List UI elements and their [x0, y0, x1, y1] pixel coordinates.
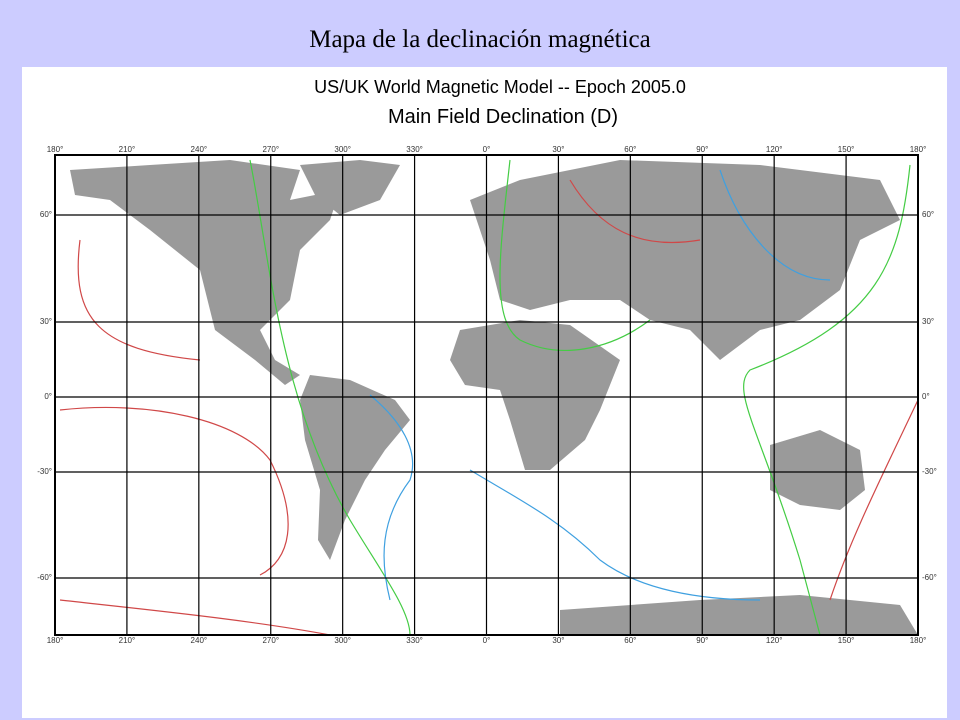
graticule: 180° 180° 210° 210° 240° 240° 270° 270° 300° 300°… — [37, 145, 937, 645]
longitude-label: 150° — [838, 145, 855, 154]
longitude-label: 30° — [552, 636, 564, 645]
longitude-label: 0° — [483, 145, 491, 154]
longitude-label: 330° — [406, 145, 423, 154]
latitude-label: 0° — [44, 392, 52, 401]
longitude-label: 90° — [696, 636, 708, 645]
longitude-label: 270° — [262, 145, 279, 154]
longitude-label: 240° — [191, 636, 208, 645]
longitude-label: 210° — [119, 145, 136, 154]
map-subtitle: Main Field Declination (D) — [388, 106, 618, 128]
longitude-label: 180° — [47, 636, 64, 645]
longitude-label: 0° — [483, 636, 491, 645]
latitude-label: 60° — [922, 210, 934, 219]
latitude-label: 30° — [922, 317, 934, 326]
contours — [59, 159, 919, 636]
longitude-label: 150° — [838, 636, 855, 645]
longitude-label: 60° — [624, 636, 636, 645]
longitude-label: 270° — [262, 636, 279, 645]
longitude-label: 30° — [552, 145, 564, 154]
slide-title: Mapa de la declinación magnética — [309, 26, 651, 53]
latitude-label: 60° — [40, 210, 52, 219]
latitude-label: -30° — [37, 467, 52, 476]
longitude-label: 210° — [119, 636, 136, 645]
longitude-label: 300° — [334, 636, 351, 645]
longitude-label: 90° — [696, 145, 708, 154]
longitude-label: 120° — [766, 636, 783, 645]
longitude-label: 180° — [910, 636, 927, 645]
map-title: US/UK World Magnetic Model -- Epoch 2005… — [314, 77, 686, 97]
land — [70, 160, 918, 635]
latitude-label: 0° — [922, 392, 930, 401]
latitude-label: -30° — [922, 467, 937, 476]
longitude-label: 240° — [191, 145, 208, 154]
latitude-label: -60° — [922, 573, 937, 582]
longitude-label: 300° — [334, 145, 351, 154]
latitude-label: 30° — [40, 317, 52, 326]
longitude-label: 330° — [406, 636, 423, 645]
latitude-label: -60° — [37, 573, 52, 582]
longitude-label: 120° — [766, 145, 783, 154]
map-frame — [54, 154, 919, 636]
longitude-label: 60° — [624, 145, 636, 154]
longitude-label: 180° — [47, 145, 64, 154]
longitude-label: 180° — [910, 145, 927, 154]
